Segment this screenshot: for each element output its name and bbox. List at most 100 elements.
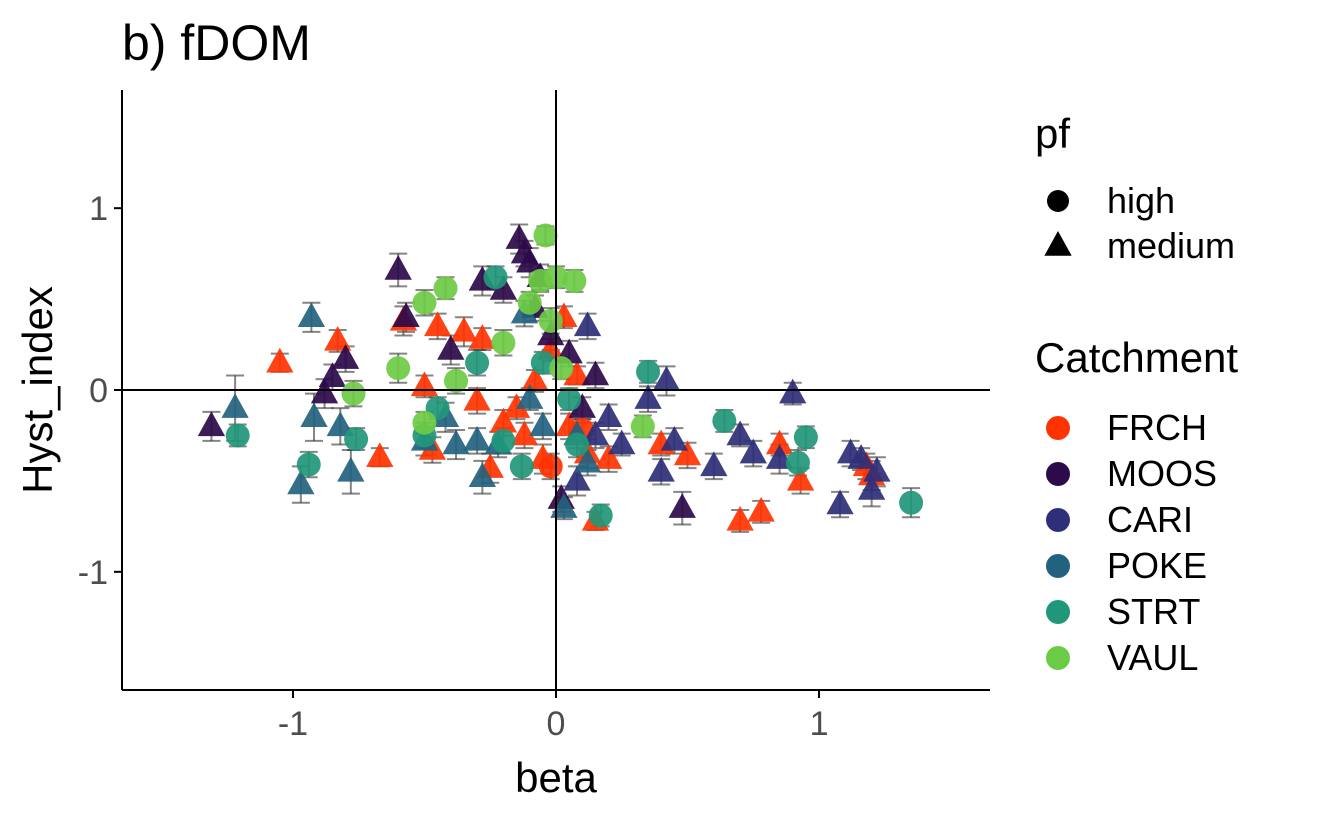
point-frch-high — [538, 454, 563, 479]
point-strt-high — [712, 408, 737, 433]
point-cari-medium — [634, 384, 662, 409]
point-strt-high — [491, 428, 516, 453]
point-frch-medium — [765, 429, 794, 455]
point-cari-medium — [608, 429, 636, 455]
point-frch-medium — [324, 325, 352, 351]
x-axis-label: beta — [515, 754, 597, 801]
point-strt-high — [899, 490, 924, 515]
point-frch-medium — [726, 505, 754, 531]
point-frch-medium — [423, 311, 452, 337]
point-cari-medium — [826, 489, 854, 515]
point-moos-medium — [489, 275, 518, 300]
point-cari-medium — [594, 402, 623, 428]
point-frch-medium — [594, 444, 623, 469]
point-strt-high — [557, 387, 582, 412]
point-poke-medium — [297, 302, 326, 328]
point-moos-medium — [384, 255, 412, 280]
point-strt-high — [530, 350, 555, 375]
point-vaul-high — [412, 290, 437, 315]
point-strt-high — [785, 450, 810, 475]
legend-color-label: STRT — [1107, 591, 1200, 632]
legend-shape-label: medium — [1107, 225, 1235, 266]
point-cari-medium — [739, 438, 767, 464]
point-vaul-high — [491, 330, 516, 355]
point-frch-medium — [510, 420, 539, 446]
point-vaul-high — [444, 368, 469, 393]
legend-circle-key — [1047, 190, 1069, 212]
point-frch-medium — [747, 496, 775, 522]
point-cari-medium — [847, 444, 875, 469]
chart-title: b) fDOM — [122, 15, 311, 71]
x-tick-label: 0 — [547, 705, 566, 743]
legend-color-key — [1046, 646, 1070, 670]
point-cari-medium — [647, 456, 675, 482]
point-strt-high — [483, 265, 508, 290]
point-moos-medium — [318, 362, 347, 388]
point-frch-medium — [563, 360, 591, 386]
point-moos-medium — [331, 344, 360, 369]
point-strt-high — [588, 503, 613, 528]
point-frch-medium — [266, 347, 294, 373]
point-moos-medium — [437, 335, 465, 360]
point-strt-high — [636, 359, 661, 384]
point-vaul-high — [562, 268, 587, 293]
x-tick-label: -1 — [278, 705, 308, 743]
point-strt-high — [565, 432, 590, 457]
point-moos-medium — [668, 493, 696, 518]
legend-color-key — [1046, 508, 1070, 532]
point-strt-high — [465, 350, 490, 375]
point-frch-medium — [463, 385, 491, 411]
point-cari-medium — [581, 420, 610, 446]
point-cari-medium — [726, 420, 754, 446]
point-cari-medium — [563, 465, 591, 491]
point-moos-medium — [392, 302, 420, 328]
point-moos-medium — [516, 247, 544, 273]
point-poke-medium — [529, 411, 557, 437]
point-cari-medium — [863, 456, 891, 482]
legend-color-key — [1046, 462, 1070, 486]
point-strt-high — [793, 425, 818, 450]
point-vaul-high — [538, 308, 563, 333]
point-vaul-high — [341, 381, 366, 406]
point-vaul-high — [433, 276, 458, 301]
y-tick-label: 1 — [89, 190, 108, 228]
point-vaul-high — [386, 356, 411, 381]
point-strt-high — [296, 452, 321, 477]
point-cari-medium — [779, 378, 807, 404]
point-poke-medium — [300, 402, 328, 428]
point-cari-medium — [700, 451, 728, 477]
point-strt-high — [225, 423, 250, 448]
point-cari-medium — [652, 365, 681, 391]
point-frch-medium — [521, 365, 549, 391]
point-poke-medium — [221, 393, 249, 418]
point-poke-medium — [468, 462, 497, 488]
point-poke-medium — [442, 429, 470, 455]
point-moos-medium — [568, 393, 596, 418]
point-vaul-high — [549, 356, 574, 381]
point-poke-medium — [573, 447, 602, 473]
legend-triangle-key — [1044, 231, 1072, 256]
point-poke-medium — [337, 456, 365, 482]
point-frch-medium — [489, 407, 518, 433]
point-poke-medium — [516, 384, 544, 409]
point-cari-medium — [857, 475, 886, 500]
legend-color-key — [1046, 554, 1070, 578]
legend-shape-title: pf — [1035, 110, 1070, 157]
x-tick-label: 1 — [810, 705, 829, 743]
point-vaul-high — [517, 290, 542, 315]
legend-color-key — [1046, 600, 1070, 624]
point-frch-medium — [468, 324, 497, 349]
point-frch-medium — [366, 442, 394, 468]
point-vaul-high — [630, 414, 655, 439]
point-strt-high — [509, 454, 534, 479]
point-moos-medium — [310, 378, 339, 404]
legend-color-title: Catchment — [1035, 334, 1238, 381]
point-strt-high — [344, 427, 369, 452]
point-poke-medium — [287, 469, 315, 495]
legend-shape-label: high — [1107, 180, 1175, 221]
legend-color-key — [1046, 416, 1070, 440]
point-frch-medium — [502, 393, 531, 418]
point-vaul-high — [412, 410, 437, 435]
